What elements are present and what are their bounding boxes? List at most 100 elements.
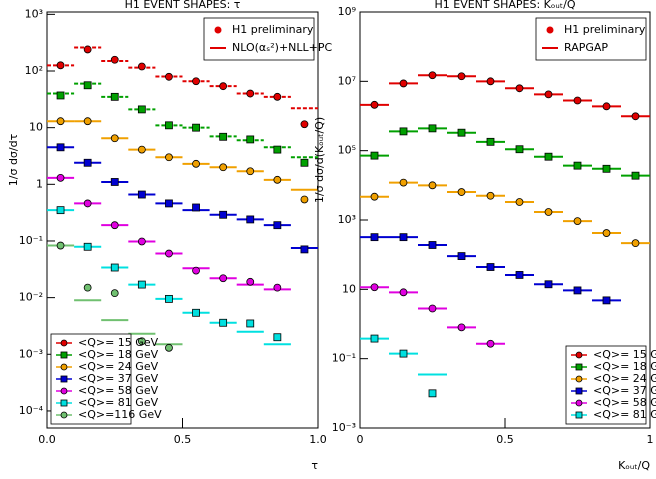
data-point bbox=[165, 199, 173, 208]
data-point bbox=[137, 237, 146, 246]
data-point bbox=[219, 82, 228, 91]
y-tick-label: 10² bbox=[25, 64, 43, 77]
y-tick-label: 10⁷ bbox=[338, 74, 356, 87]
data-point bbox=[60, 339, 68, 347]
data-point bbox=[575, 411, 583, 419]
data-point bbox=[602, 229, 611, 237]
data-point bbox=[370, 283, 379, 292]
data-point bbox=[515, 198, 524, 206]
data-point bbox=[110, 289, 119, 298]
data-point bbox=[219, 163, 228, 172]
data-point bbox=[273, 333, 282, 342]
data-point bbox=[137, 190, 146, 199]
data-point bbox=[273, 175, 282, 184]
legend-marker bbox=[546, 26, 554, 34]
data-point bbox=[110, 92, 119, 101]
data-point bbox=[428, 304, 437, 313]
y-tick-label: 10⁻³ bbox=[332, 421, 356, 434]
data-point bbox=[573, 161, 582, 170]
data-point bbox=[457, 128, 466, 137]
legend-label: <Q>= 18 GeV bbox=[593, 360, 656, 373]
y-axis-label: 1/σ dσ/d(Kₒᵤₜ/Q) bbox=[313, 117, 326, 203]
data-point bbox=[457, 72, 466, 81]
info-legend-box bbox=[203, 17, 315, 61]
data-point bbox=[165, 249, 173, 258]
data-point bbox=[110, 221, 119, 230]
data-point bbox=[486, 137, 495, 146]
data-point bbox=[246, 167, 255, 176]
data-point bbox=[192, 203, 200, 212]
data-point bbox=[60, 411, 68, 419]
data-point bbox=[165, 121, 173, 130]
data-point bbox=[246, 135, 255, 144]
chart-title: H1 EVENT SHAPES: τ bbox=[125, 0, 241, 11]
y-tick-label: 10 bbox=[29, 121, 43, 134]
x-tick-label: 0 bbox=[357, 433, 364, 446]
y-tick-label: 10⁹ bbox=[338, 5, 356, 18]
data-point bbox=[370, 192, 379, 201]
data-point bbox=[486, 339, 495, 348]
data-point bbox=[515, 271, 524, 279]
data-point bbox=[428, 241, 437, 249]
legend-label: <Q>= 24 GeV bbox=[593, 372, 656, 385]
data-point bbox=[219, 132, 228, 141]
legend-label: H1 preliminary bbox=[232, 23, 314, 36]
data-point bbox=[110, 263, 119, 272]
data-point bbox=[137, 280, 146, 289]
data-point bbox=[137, 62, 146, 71]
data-point bbox=[83, 45, 92, 54]
data-point bbox=[137, 105, 146, 114]
y-tick-label: 10³ bbox=[338, 213, 356, 226]
data-point bbox=[83, 117, 92, 126]
data-point bbox=[457, 323, 466, 332]
data-point bbox=[515, 145, 524, 154]
data-point bbox=[246, 215, 255, 224]
data-point bbox=[575, 387, 583, 395]
y-tick-label: 10⁵ bbox=[338, 144, 356, 157]
legend-label: RAPGAP bbox=[564, 41, 608, 54]
y-axis-label: 1/σ dσ/dτ bbox=[7, 133, 20, 186]
legend-label: <Q>= 15 GeV bbox=[78, 336, 159, 349]
legend-box bbox=[565, 345, 647, 425]
data-point bbox=[246, 319, 255, 328]
data-point bbox=[457, 252, 466, 260]
data-point bbox=[110, 178, 119, 186]
data-point bbox=[486, 77, 495, 86]
data-point bbox=[219, 274, 228, 283]
data-point bbox=[544, 208, 553, 216]
data-point bbox=[165, 72, 173, 81]
data-point bbox=[83, 199, 92, 208]
data-point bbox=[56, 143, 65, 152]
data-point bbox=[192, 159, 200, 168]
data-point bbox=[273, 283, 282, 292]
data-point bbox=[83, 158, 92, 167]
data-point bbox=[515, 84, 524, 93]
y-tick-label: 1 bbox=[36, 177, 43, 190]
data-point bbox=[192, 266, 200, 275]
data-point bbox=[300, 120, 309, 129]
data-point bbox=[544, 90, 553, 99]
legend-label: <Q>=116 GeV bbox=[78, 408, 162, 421]
data-point bbox=[60, 387, 68, 395]
data-point bbox=[165, 294, 173, 303]
data-point bbox=[399, 127, 408, 136]
data-point bbox=[370, 334, 379, 343]
y-tick-label: 10⁻³ bbox=[19, 347, 43, 360]
data-point bbox=[602, 102, 611, 111]
y-tick-label: 10⁻¹ bbox=[332, 352, 356, 365]
y-tick-label: 10³ bbox=[25, 7, 43, 20]
data-point bbox=[370, 100, 379, 109]
data-point bbox=[370, 233, 379, 242]
data-point bbox=[575, 351, 583, 359]
y-tick-label: 10⁻⁴ bbox=[19, 404, 44, 417]
legend-label: H1 preliminary bbox=[564, 23, 646, 36]
data-point bbox=[428, 181, 437, 190]
legend-label: <Q>= 15 GeV bbox=[593, 348, 656, 361]
data-point bbox=[56, 61, 65, 70]
data-point bbox=[631, 239, 640, 248]
data-point bbox=[370, 151, 379, 160]
x-axis-label: τ bbox=[311, 459, 318, 472]
legend-label: <Q>= 58 GeV bbox=[593, 396, 656, 409]
chart-title: H1 EVENT SHAPES: Kₒᵤₜ/Q bbox=[434, 0, 575, 11]
legend-label: <Q>= 24 GeV bbox=[78, 360, 159, 373]
